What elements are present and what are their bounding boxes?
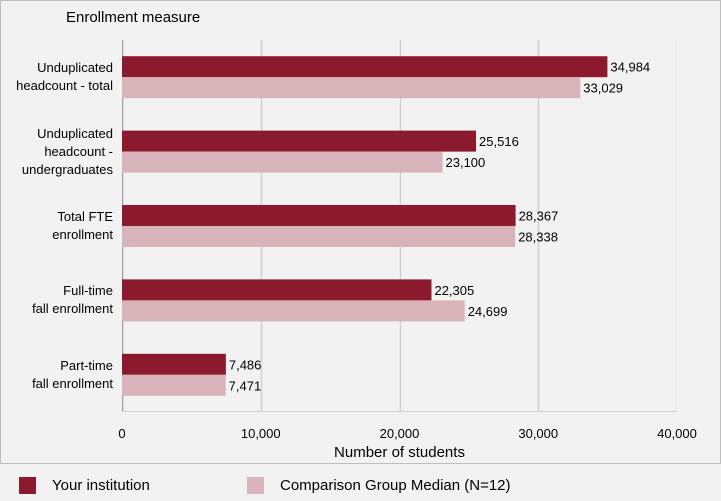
category-label-line: enrollment (52, 227, 113, 242)
legend-label: Your institution (52, 477, 150, 494)
legend: Your institution Comparison Group Median… (0, 463, 721, 501)
bar-comparison-group (122, 226, 516, 247)
data-label: 7,471 (229, 378, 262, 393)
data-label: 28,367 (519, 209, 559, 224)
data-label: 33,029 (583, 81, 623, 96)
bar-your-institution (122, 130, 477, 152)
category-label: Unduplicated headcount - total (0, 59, 113, 95)
category-label: Part-time fall enrollment (0, 357, 113, 393)
x-axis-title: Number of students (334, 444, 465, 461)
data-label: 28,338 (518, 230, 558, 245)
category-label-line: undergraduates (21, 161, 113, 177)
category-label-line: fall enrollment (32, 375, 113, 391)
x-tick-label: 40,000 (657, 426, 697, 441)
category-label: Total FTE enrollment (0, 208, 113, 244)
category-label-line: Unduplicated (37, 60, 113, 76)
x-tick-label: 0 (118, 426, 126, 441)
category-label-line: Total FTE (57, 209, 113, 224)
bar-comparison-group (122, 374, 226, 396)
bar-your-institution (122, 56, 608, 78)
y-axis-heading: Enrollment measure (66, 9, 201, 26)
data-label: 24,699 (468, 304, 508, 319)
category-label-line: Full-time (63, 283, 113, 299)
legend-item-your-institution: Your institution (19, 477, 150, 494)
category-label-line: Unduplicated (37, 125, 113, 141)
bar-chart: 34,984 33,029 25,516 23,100 28,367 28,338 22,3… (122, 40, 677, 412)
category-label-line: headcount - total (16, 78, 113, 94)
x-tick-label: 30,000 (518, 426, 559, 441)
legend-item-comparison-group: Comparison Group Median (N=12) (247, 477, 511, 494)
legend-swatch-your-institution (19, 477, 36, 494)
category-label: Full-time fall enrollment (0, 282, 113, 318)
category-label-line: fall enrollment (32, 301, 113, 317)
bar-your-institution (122, 205, 516, 226)
plot-area: 34,984 33,029 25,516 23,100 28,367 28,338 22,3… (122, 40, 677, 412)
category-label-line: Part-time (60, 357, 113, 373)
legend-swatch-comparison-group (247, 477, 264, 494)
legend-label: Comparison Group Median (N=12) (280, 477, 511, 494)
data-label: 34,984 (610, 60, 650, 75)
data-label: 7,486 (229, 357, 262, 372)
x-tick-label: 20,000 (379, 426, 420, 441)
bar-your-institution (122, 279, 432, 301)
bar-comparison-group (122, 77, 581, 99)
bar-comparison-group (122, 300, 465, 322)
data-label: 23,100 (446, 155, 486, 170)
bar-comparison-group (122, 151, 443, 173)
category-label-line: headcount - (44, 143, 113, 159)
bar-your-institution (122, 353, 226, 375)
data-label: 25,516 (479, 134, 519, 149)
x-tick-label: 10,000 (240, 426, 281, 441)
category-label: Unduplicated headcount - undergraduates (0, 125, 113, 179)
data-label: 22,305 (434, 283, 474, 298)
